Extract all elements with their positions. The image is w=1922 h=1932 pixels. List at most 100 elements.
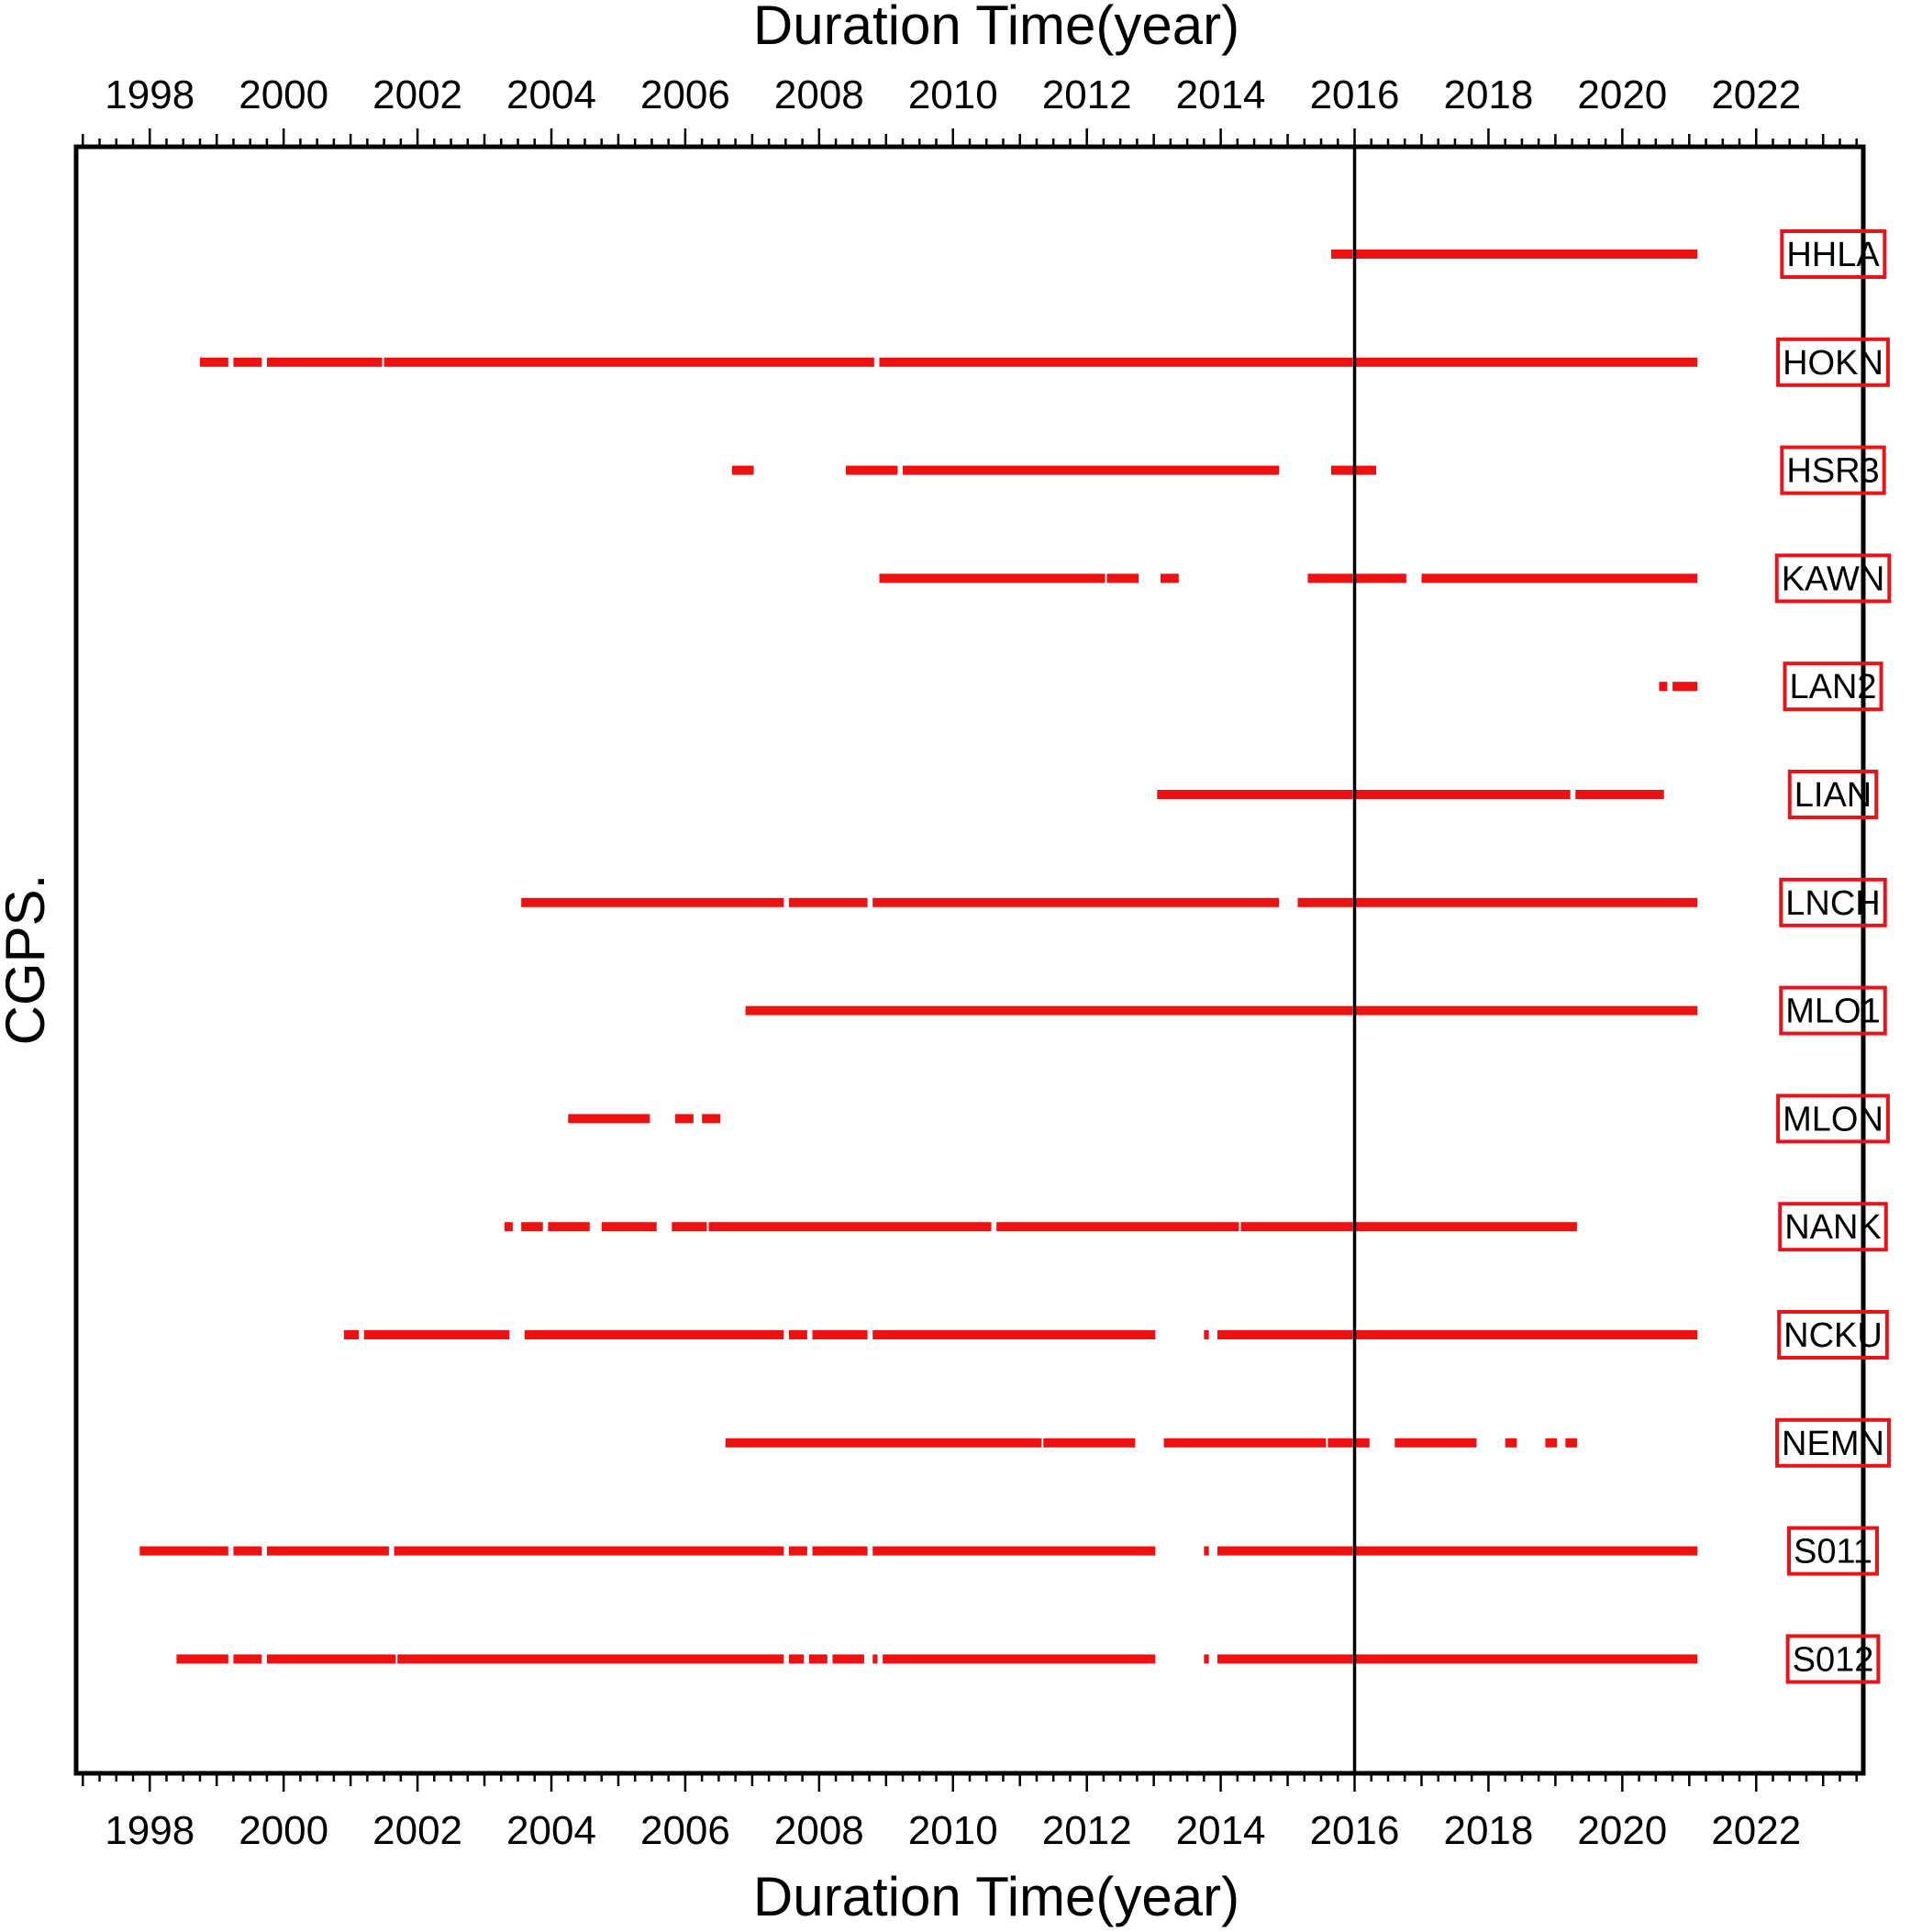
segment-lnch — [789, 897, 868, 907]
segment-nemn — [1505, 1438, 1517, 1448]
x-tick-label-bottom: 2002 — [372, 1808, 462, 1853]
x-tick-label-bottom: 2012 — [1042, 1808, 1132, 1853]
segment-s012 — [1204, 1654, 1209, 1664]
segment-ncku — [1354, 1330, 1698, 1339]
segment-nemn — [725, 1438, 1042, 1448]
x-tick-label-top: 2010 — [908, 72, 998, 117]
station-label-hokn: HOKN — [1783, 344, 1883, 383]
station-label-mlo1: MLO1 — [1785, 993, 1880, 1031]
segment-mlon — [702, 1114, 721, 1124]
x-tick-label-bottom: 2008 — [774, 1808, 864, 1853]
segment-lan2 — [1672, 682, 1698, 692]
x-tick-label-bottom: 2004 — [506, 1808, 596, 1853]
segment-nank — [672, 1222, 707, 1232]
segment-s012 — [266, 1654, 396, 1664]
station-label-box — [1779, 877, 1887, 927]
segment-hokn — [879, 357, 1353, 367]
station-label-lian: LIAN — [1794, 776, 1872, 815]
segment-hsr3 — [731, 465, 754, 475]
x-tick-label-top: 2018 — [1443, 72, 1533, 117]
segment-kawn — [1160, 573, 1179, 583]
segment-kawn — [1421, 573, 1698, 583]
segment-nemn — [1394, 1438, 1477, 1448]
segment-ncku — [363, 1330, 510, 1339]
segment-nemn — [1545, 1438, 1558, 1448]
station-label-s011: S011 — [1794, 1533, 1872, 1571]
segment-s011 — [233, 1546, 262, 1556]
segment-kawn — [1354, 573, 1406, 583]
segment-ncku — [872, 1330, 1156, 1339]
segment-hokn — [383, 357, 874, 367]
segment-s011 — [812, 1546, 868, 1556]
segment-ncku — [343, 1330, 360, 1339]
station-label-box — [1787, 1526, 1879, 1576]
segment-s011 — [1354, 1546, 1698, 1556]
segment-s012 — [883, 1654, 1156, 1664]
station-label-ncku: NCKU — [1783, 1316, 1883, 1355]
segment-s011 — [872, 1546, 1156, 1556]
segment-lian — [1575, 790, 1664, 799]
x-tick-label-top: 2020 — [1577, 72, 1667, 117]
segment-nank — [1240, 1222, 1353, 1232]
station-label-kawn: KAWN — [1782, 560, 1885, 598]
segment-kawn — [1307, 573, 1353, 583]
x-tick-label-top: 2006 — [640, 72, 730, 117]
x-tick-label-bottom: 2016 — [1310, 1808, 1400, 1853]
segment-ncku — [812, 1330, 868, 1339]
segment-lian — [1354, 790, 1571, 799]
y-axis-title: CGPS. — [0, 874, 56, 1046]
segment-lnch — [521, 897, 784, 907]
tick-labels: 1998 1998 2000 2000 2002 2002 2004 2004 2006 2006… — [105, 72, 1801, 1853]
x-tick-label-top: 2004 — [506, 72, 596, 117]
station-label-box — [1780, 445, 1886, 495]
x-tick-label-top: 1998 — [105, 72, 194, 117]
station-label-box — [1783, 661, 1883, 712]
station-label-lan2: LAN2 — [1789, 668, 1876, 706]
x-tick-label-top: 2016 — [1310, 72, 1400, 117]
x-axis-title-top: Duration Time(year) — [753, 0, 1239, 56]
segment-s012 — [397, 1654, 784, 1664]
x-tick-label-top: 2008 — [774, 72, 864, 117]
segment-lnch — [872, 897, 1280, 907]
segment-lnch — [1297, 897, 1353, 907]
station-label-box — [1776, 337, 1890, 387]
segment-nemn — [1328, 1438, 1353, 1448]
segment-hsr3 — [846, 465, 898, 475]
segment-mlon — [674, 1114, 694, 1124]
segment-nank — [548, 1222, 590, 1232]
station-label-hhla: HHLA — [1786, 236, 1880, 274]
segment-s011 — [1217, 1546, 1353, 1556]
plot-frame — [73, 144, 1866, 1776]
segment-ncku — [1204, 1330, 1209, 1339]
segment-s012 — [832, 1654, 864, 1664]
segment-s011 — [394, 1546, 784, 1556]
x-tick-label-top: 2002 — [372, 72, 462, 117]
x-tick-label-top: 2012 — [1042, 72, 1132, 117]
segment-hhla — [1354, 250, 1698, 259]
station-label-box — [1774, 553, 1892, 604]
segment-nemn — [1354, 1438, 1370, 1448]
station-label-box — [1776, 1094, 1890, 1144]
segment-lian — [1157, 790, 1353, 799]
x-tick-label-bottom: 1998 — [105, 1808, 194, 1853]
station-label-s012: S012 — [1793, 1640, 1874, 1679]
segment-s012 — [176, 1654, 228, 1664]
station-label-nank: NANK — [1784, 1208, 1882, 1247]
x-tick-label-bottom: 2010 — [908, 1808, 998, 1853]
station-labels: HHLA HOKN HSR3 KAWN LAN2 LIAN LNCH MLO1 MLON NANK… — [1774, 229, 1892, 1684]
segment-nemn — [1163, 1438, 1327, 1448]
x-tick-label-top: 2022 — [1711, 72, 1801, 117]
segment-s012 — [1217, 1654, 1353, 1664]
segment-kawn — [1106, 573, 1139, 583]
segment-s011 — [1204, 1546, 1209, 1556]
segment-nemn — [1565, 1438, 1577, 1448]
segment-hsr3 — [903, 465, 1280, 475]
segment-mlon — [568, 1114, 650, 1124]
segment-s012 — [872, 1654, 878, 1664]
segment-s012 — [808, 1654, 828, 1664]
segment-hhla — [1330, 250, 1353, 259]
station-label-box — [1775, 1417, 1891, 1468]
segment-ncku — [1217, 1330, 1353, 1339]
x-tick-label-bottom: 2000 — [239, 1808, 328, 1853]
